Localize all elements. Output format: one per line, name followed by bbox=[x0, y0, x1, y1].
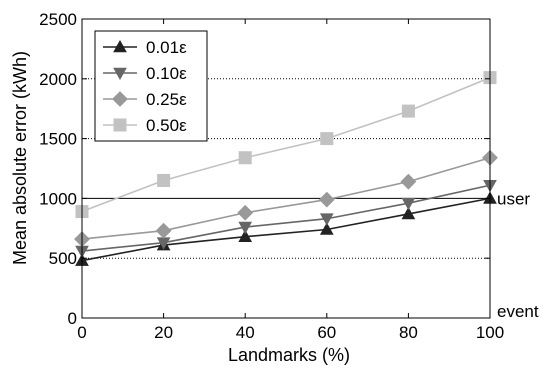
y-axis-label: Mean absolute error (kWh) bbox=[10, 51, 30, 265]
x-tick-label: 100 bbox=[476, 323, 504, 342]
data-point-series-1 bbox=[401, 197, 416, 211]
x-tick-label: 80 bbox=[399, 323, 418, 342]
x-tick-label: 20 bbox=[154, 323, 173, 342]
legend-label-1: 0.10ε bbox=[146, 64, 187, 83]
reference-lines bbox=[82, 78, 490, 259]
series-line-0 bbox=[81, 197, 491, 262]
y-tick-label: 0 bbox=[68, 309, 77, 328]
data-point-series-3 bbox=[320, 132, 334, 146]
y-tick-label: 2000 bbox=[39, 70, 77, 89]
reference-label-event: event bbox=[497, 302, 539, 321]
x-axis-label: Landmarks (%) bbox=[228, 345, 350, 365]
data-point-series-3 bbox=[401, 104, 415, 118]
legend-label-3: 0.50ε bbox=[146, 116, 187, 135]
series-line-2 bbox=[81, 156, 491, 240]
legend-marker-0 bbox=[113, 39, 127, 53]
x-tick-label: 60 bbox=[317, 323, 336, 342]
data-point-series-3 bbox=[238, 151, 252, 165]
y-tick-label: 2500 bbox=[39, 10, 77, 29]
data-point-series-2 bbox=[155, 222, 172, 239]
legend: 0.01ε 0.10ε 0.25ε 0.50ε bbox=[94, 30, 208, 142]
legend-label-2: 0.25ε bbox=[146, 90, 187, 109]
y-tick-label: 1000 bbox=[39, 189, 77, 208]
data-point-series-0 bbox=[401, 206, 416, 220]
reference-line-labels: user event bbox=[497, 189, 539, 321]
legend-label-0: 0.01ε bbox=[146, 38, 187, 57]
series-markers bbox=[74, 71, 498, 266]
data-point-series-0 bbox=[319, 222, 334, 235]
data-point-series-0 bbox=[238, 229, 253, 242]
reference-label-user: user bbox=[497, 189, 530, 208]
data-point-series-1 bbox=[319, 213, 334, 226]
series-lines bbox=[81, 76, 491, 262]
series-line-1 bbox=[81, 184, 491, 252]
series-line-3 bbox=[81, 76, 491, 213]
legend-marker-1 bbox=[113, 67, 127, 81]
data-point-series-2 bbox=[400, 173, 417, 190]
plot-frame bbox=[81, 18, 491, 319]
data-point-series-2 bbox=[318, 191, 335, 208]
data-point-series-3 bbox=[157, 173, 171, 187]
y-tick-label: 1500 bbox=[39, 130, 77, 149]
x-tick-label: 0 bbox=[77, 323, 86, 342]
y-tick-label: 500 bbox=[49, 249, 77, 268]
data-point-series-1 bbox=[238, 221, 253, 235]
legend-marker-3 bbox=[113, 118, 127, 132]
x-tick-label: 40 bbox=[236, 323, 255, 342]
legend-marker-2 bbox=[112, 91, 128, 107]
data-point-series-2 bbox=[237, 204, 254, 221]
